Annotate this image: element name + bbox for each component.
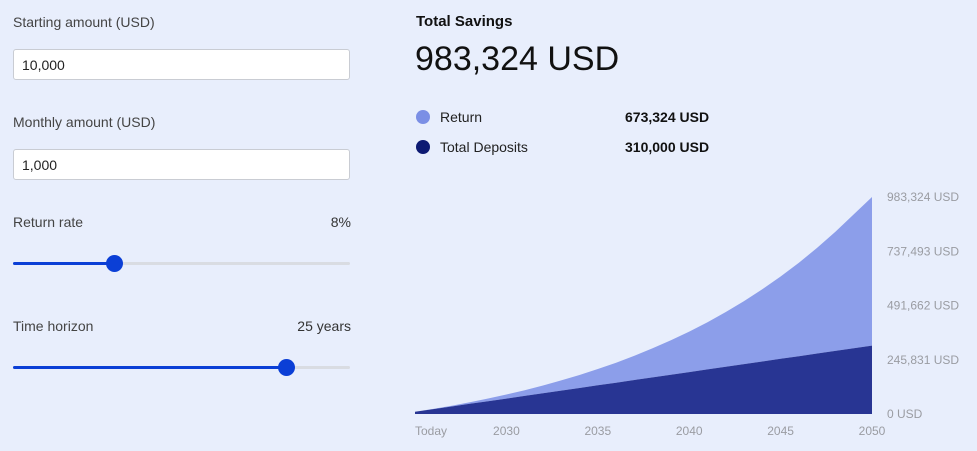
total-savings-value: 983,324 USD <box>415 40 620 78</box>
time-horizon-value: 25 years <box>297 318 351 334</box>
starting-amount-input[interactable] <box>13 49 350 80</box>
x-tick-label: 2050 <box>859 424 886 438</box>
y-tick-label: 983,324 USD <box>887 190 959 204</box>
starting-amount-label: Starting amount (USD) <box>13 14 155 30</box>
return-rate-slider-thumb[interactable] <box>106 255 124 272</box>
legend-return-dot <box>416 110 430 124</box>
x-tick-label: 2035 <box>584 424 611 438</box>
return-area <box>415 197 872 412</box>
return-rate-slider-fill <box>13 262 115 265</box>
y-tick-label: 737,493 USD <box>887 244 959 258</box>
legend-deposits-label: Total Deposits <box>440 139 528 155</box>
legend-deposits-dot <box>416 140 430 154</box>
deposits-area <box>415 345 872 414</box>
return-rate-label: Return rate <box>13 214 84 230</box>
legend-return-label: Return <box>440 109 483 125</box>
time-horizon-slider-fill <box>13 366 286 369</box>
legend-deposits-value: 310,000 USD <box>625 139 710 155</box>
y-tick-label: 0 USD <box>887 407 923 421</box>
time-horizon-label: Time horizon <box>13 318 94 334</box>
y-tick-label: 491,662 USD <box>887 299 959 313</box>
monthly-amount-input[interactable] <box>13 149 350 180</box>
x-tick-label: 2030 <box>493 424 520 438</box>
monthly-amount-label: Monthly amount (USD) <box>13 114 156 130</box>
x-tick-label: 2040 <box>676 424 703 438</box>
time-horizon-slider-thumb[interactable] <box>277 359 295 376</box>
legend-return-value: 673,324 USD <box>625 109 710 125</box>
return-rate-value: 8% <box>330 214 351 230</box>
return-rate-slider[interactable] <box>13 255 350 272</box>
x-tick-label: 2045 <box>767 424 794 438</box>
x-tick-label: Today <box>415 424 447 438</box>
total-savings-title: Total Savings <box>416 13 513 30</box>
y-tick-label: 245,831 USD <box>887 353 959 367</box>
time-horizon-slider[interactable] <box>13 359 350 376</box>
